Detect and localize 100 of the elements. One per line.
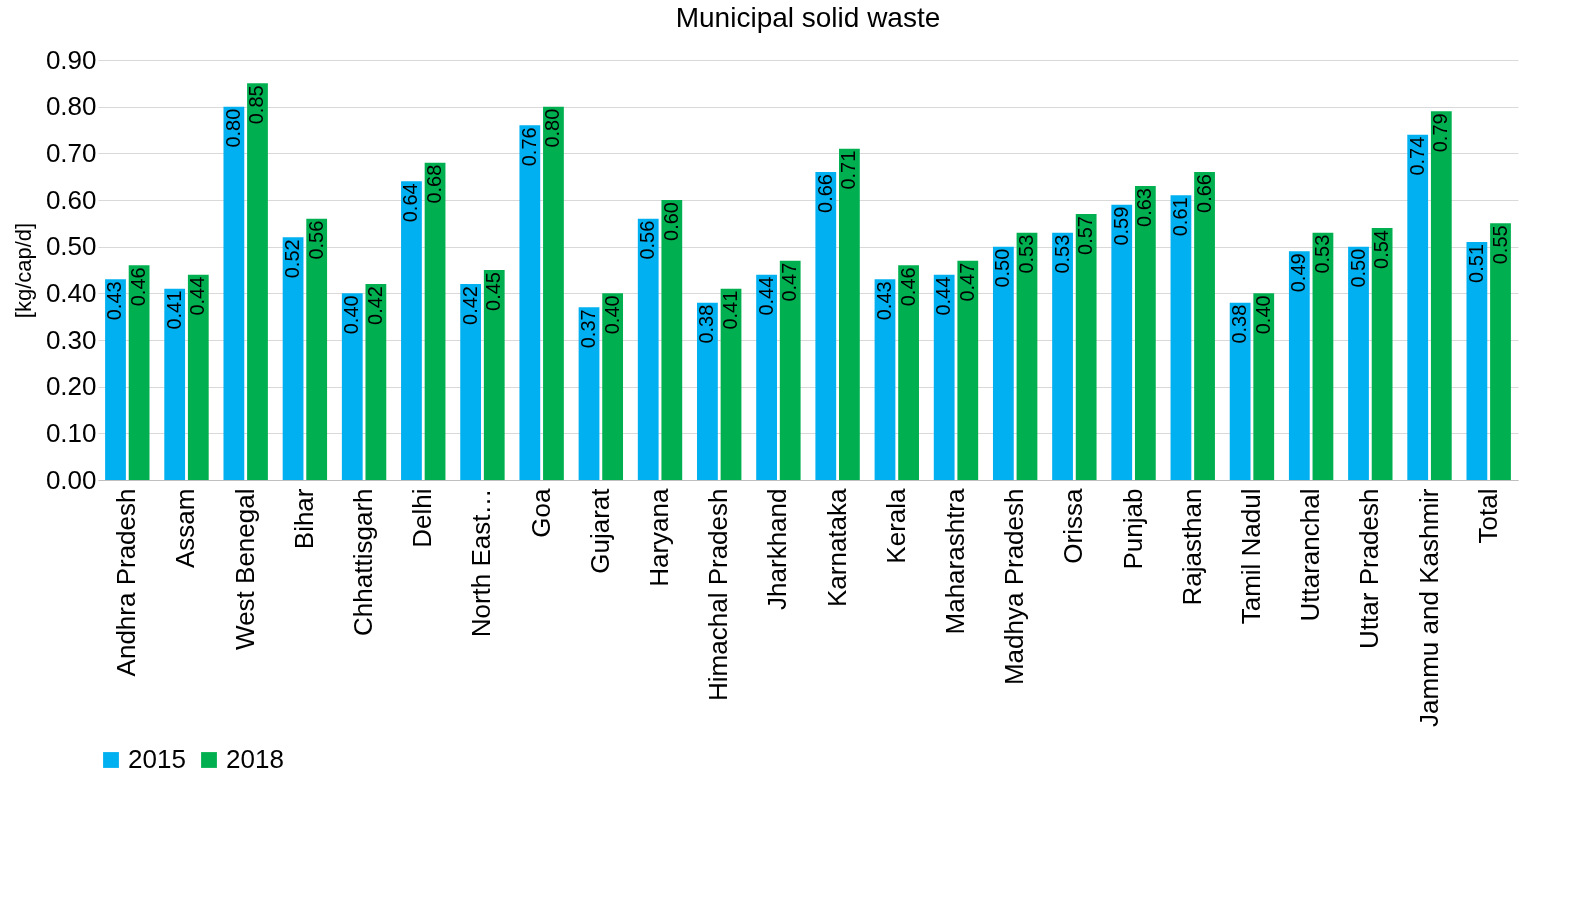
y-tick-label: 0.00 (45, 464, 97, 495)
x-tick-label: Kerala (880, 487, 911, 564)
data-label: 0.79 (1429, 113, 1452, 153)
bar (306, 218, 328, 480)
bar (424, 162, 446, 480)
data-label: 0.38 (695, 304, 718, 344)
x-tick-label: North East… (466, 488, 497, 638)
bar (187, 274, 209, 480)
data-label: 0.46 (127, 267, 150, 307)
data-label: 0.40 (600, 295, 623, 335)
x-tick-label: Jharkhand (762, 488, 793, 610)
bar (637, 218, 659, 480)
data-label: 0.53 (1310, 234, 1333, 274)
bar (874, 279, 896, 480)
data-label: 0.71 (837, 150, 860, 190)
data-label: 0.38 (1228, 304, 1251, 344)
bar (483, 270, 505, 480)
data-label: 0.40 (1251, 295, 1274, 335)
data-label: 0.46 (896, 267, 919, 307)
data-label: 0.63 (1133, 188, 1156, 227)
x-tick-label: Total (1472, 488, 1503, 544)
bar (341, 293, 363, 480)
bar (661, 200, 683, 480)
x-tick-label: Delhi (407, 488, 438, 548)
data-label: 0.80 (221, 108, 244, 148)
bar (1075, 214, 1097, 480)
bar (957, 260, 979, 480)
x-tick-label: Chhattisgarh (348, 488, 379, 636)
bar (756, 274, 777, 480)
data-label: 0.44 (932, 276, 955, 316)
data-label: 0.50 (1346, 248, 1369, 288)
data-label: 0.59 (1109, 206, 1132, 246)
data-label: 0.41 (162, 290, 185, 330)
data-label: 0.56 (304, 220, 327, 260)
data-label: 0.64 (399, 183, 422, 223)
x-tick-label: Gujarat (584, 487, 615, 574)
data-label: 0.43 (103, 281, 126, 321)
bar (1430, 111, 1452, 480)
x-tick-label: Madhya Pradesh (999, 488, 1030, 686)
bar (1134, 186, 1156, 480)
legend-label: 2018 (226, 744, 284, 774)
bar (1371, 228, 1393, 480)
x-tick-label: Punjab (1117, 488, 1148, 570)
y-tick-label: 0.30 (45, 324, 97, 355)
bar (992, 246, 1014, 480)
data-label: 0.47 (955, 262, 978, 302)
data-label: 0.56 (636, 220, 659, 260)
y-tick-label: 0.90 (45, 44, 97, 75)
bar (128, 265, 150, 480)
chart-title: Municipal solid waste (675, 2, 941, 33)
bar (247, 83, 268, 480)
y-tick-label: 0.40 (45, 277, 97, 308)
data-label: 0.41 (719, 290, 742, 330)
bar (779, 260, 801, 480)
x-tick-label: Uttar Pradesh (1354, 488, 1385, 649)
bar (1312, 232, 1334, 480)
data-label: 0.52 (281, 239, 304, 279)
data-label: 0.54 (1370, 230, 1393, 269)
bar (1016, 232, 1038, 480)
data-label: 0.53 (1014, 234, 1037, 274)
y-tick-label: 0.20 (45, 371, 97, 402)
data-label: 0.66 (1192, 174, 1215, 213)
bar (401, 181, 422, 480)
bar (1490, 223, 1511, 480)
data-label: 0.42 (458, 286, 481, 325)
bar (223, 106, 245, 480)
bar (578, 307, 600, 480)
data-label: 0.44 (186, 276, 209, 316)
bar (933, 274, 955, 480)
data-label: 0.53 (1050, 234, 1073, 274)
bar (720, 288, 742, 480)
x-tick-label: Maharashtra (939, 487, 970, 635)
data-label: 0.57 (1074, 216, 1097, 255)
bar (839, 148, 860, 480)
x-tick-label: Goa (525, 487, 556, 538)
y-tick-label: 0.10 (45, 417, 97, 448)
data-label: 0.43 (872, 281, 895, 321)
data-label: 0.80 (541, 108, 564, 148)
data-label: 0.85 (245, 85, 268, 125)
x-tick-label: Haryana (644, 487, 675, 587)
data-label: 0.51 (1464, 244, 1487, 283)
bar (1348, 246, 1369, 480)
data-label: 0.66 (813, 174, 836, 213)
x-tick-label: Himachal Pradesh (703, 488, 734, 701)
data-label: 0.40 (340, 295, 363, 335)
legend-label: 2015 (128, 744, 186, 774)
bar (460, 284, 482, 480)
bar (898, 265, 919, 480)
x-tick-label: Andhra Pradesh (111, 488, 142, 677)
data-label: 0.44 (754, 276, 777, 316)
data-label: 0.60 (659, 202, 682, 241)
bar (1466, 242, 1488, 480)
y-axis-title: [kg/cap/d] (10, 222, 36, 319)
x-tick-label: Bihar (288, 488, 319, 550)
bar (1111, 204, 1133, 480)
data-label: 0.61 (1168, 197, 1191, 237)
bar (365, 284, 387, 480)
bar (1229, 302, 1251, 480)
bar (1194, 172, 1215, 480)
bar (519, 125, 541, 480)
